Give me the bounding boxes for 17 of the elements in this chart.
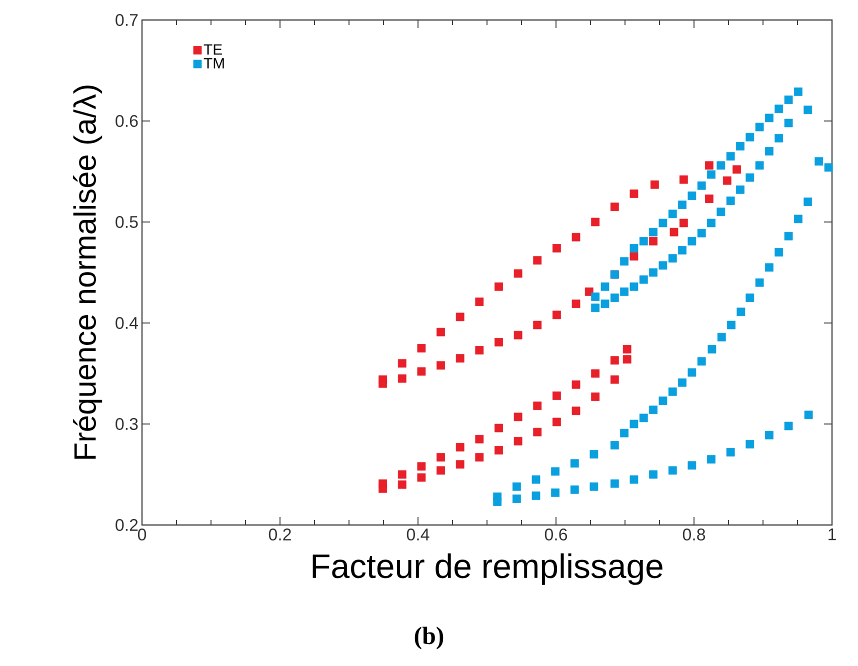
y-tick-label: 0.7 <box>116 14 138 26</box>
text: (b) <box>414 626 444 650</box>
x-tick-label: 0.8 <box>682 528 706 541</box>
y-tick-label: 0.6 <box>116 114 138 127</box>
y-axis-title: Fréquence normalisée (a/λ) <box>72 86 102 459</box>
y-tick-label: 0.3 <box>116 418 138 430</box>
legend-label: TM <box>204 58 224 68</box>
x-tick-label: 1 <box>828 528 836 540</box>
x-tick-label: 0.6 <box>544 528 568 541</box>
y-tick-label: 0.5 <box>116 216 138 228</box>
x-axis-title: Facteur de remplissage <box>312 553 662 585</box>
y-tick-label: 0.2 <box>116 518 138 531</box>
x-tick-label: 0.2 <box>268 528 291 541</box>
x-tick-label: 0.4 <box>406 528 430 541</box>
legend-label: TE <box>204 44 222 55</box>
y-tick-label: 0.4 <box>116 316 138 329</box>
x-tick-label: 0 <box>138 528 146 541</box>
